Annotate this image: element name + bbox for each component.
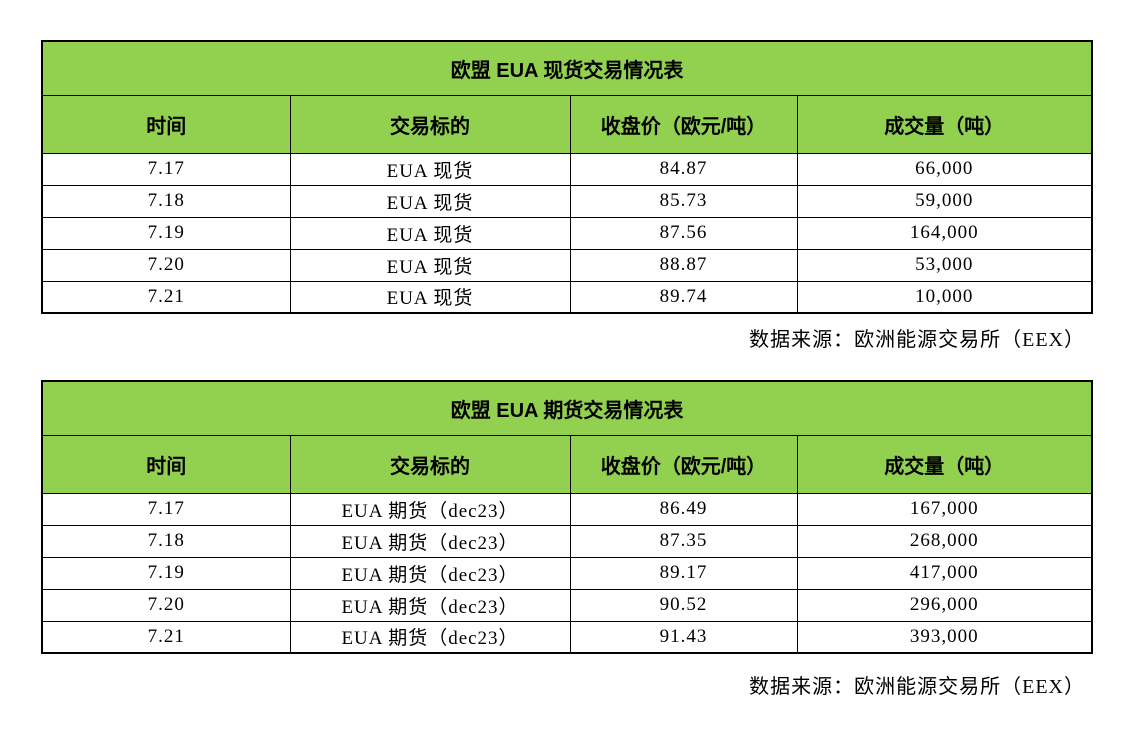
cell-time: 7.18 <box>41 184 291 218</box>
table-row: 7.17 EUA 期货（dec23） 86.49 167,000 <box>41 492 1093 526</box>
spot-table-header-row: 时间 交易标的 收盘价（欧元/吨） 成交量（吨） <box>41 94 1093 154</box>
cell-volume: 167,000 <box>796 492 1093 526</box>
header-time: 时间 <box>41 434 291 494</box>
table-row: 7.18 EUA 期货（dec23） 87.35 268,000 <box>41 524 1093 558</box>
cell-instrument: EUA 现货 <box>289 152 571 186</box>
header-time: 时间 <box>41 94 291 154</box>
cell-instrument: EUA 期货（dec23） <box>289 492 571 526</box>
header-close-price: 收盘价（欧元/吨） <box>569 94 798 154</box>
futures-table-header-row: 时间 交易标的 收盘价（欧元/吨） 成交量（吨） <box>41 434 1093 494</box>
table-row: 7.21 EUA 现货 89.74 10,000 <box>41 280 1093 314</box>
spot-data-source: 数据来源：欧洲能源交易所（EEX） <box>749 329 1085 351</box>
spot-table-title-row: 欧盟 EUA 现货交易情况表 <box>41 40 1093 96</box>
header-volume: 成交量（吨） <box>796 94 1093 154</box>
cell-volume: 53,000 <box>796 248 1093 282</box>
cell-time: 7.20 <box>41 248 291 282</box>
cell-instrument: EUA 现货 <box>289 184 571 218</box>
header-instrument: 交易标的 <box>289 434 571 494</box>
header-instrument: 交易标的 <box>289 94 571 154</box>
table-row: 7.21 EUA 期货（dec23） 91.43 393,000 <box>41 620 1093 654</box>
cell-close-price: 89.17 <box>569 556 798 590</box>
cell-time: 7.20 <box>41 588 291 622</box>
cell-instrument: EUA 现货 <box>289 216 571 250</box>
eua-spot-table: 欧盟 EUA 现货交易情况表 时间 交易标的 收盘价（欧元/吨） 成交量（吨） … <box>41 40 1094 314</box>
cell-close-price: 90.52 <box>569 588 798 622</box>
table-row: 7.19 EUA 现货 87.56 164,000 <box>41 216 1093 250</box>
cell-instrument: EUA 现货 <box>289 248 571 282</box>
cell-close-price: 86.49 <box>569 492 798 526</box>
futures-table-title-row: 欧盟 EUA 期货交易情况表 <box>41 380 1093 436</box>
cell-volume: 66,000 <box>796 152 1093 186</box>
table-row: 7.17 EUA 现货 84.87 66,000 <box>41 152 1093 186</box>
cell-time: 7.21 <box>41 620 291 654</box>
cell-close-price: 88.87 <box>569 248 798 282</box>
cell-volume: 10,000 <box>796 280 1093 314</box>
header-volume: 成交量（吨） <box>796 434 1093 494</box>
futures-table-title: 欧盟 EUA 期货交易情况表 <box>41 380 1093 436</box>
cell-close-price: 89.74 <box>569 280 798 314</box>
cell-instrument: EUA 现货 <box>289 280 571 314</box>
cell-volume: 393,000 <box>796 620 1093 654</box>
header-close-price: 收盘价（欧元/吨） <box>569 434 798 494</box>
cell-time: 7.17 <box>41 492 291 526</box>
cell-instrument: EUA 期货（dec23） <box>289 556 571 590</box>
cell-close-price: 91.43 <box>569 620 798 654</box>
cell-time: 7.19 <box>41 556 291 590</box>
table-row: 7.20 EUA 现货 88.87 53,000 <box>41 248 1093 282</box>
table-row: 7.18 EUA 现货 85.73 59,000 <box>41 184 1093 218</box>
cell-close-price: 84.87 <box>569 152 798 186</box>
cell-close-price: 85.73 <box>569 184 798 218</box>
table-row: 7.20 EUA 期货（dec23） 90.52 296,000 <box>41 588 1093 622</box>
spot-table-title: 欧盟 EUA 现货交易情况表 <box>41 40 1093 96</box>
cell-volume: 296,000 <box>796 588 1093 622</box>
cell-instrument: EUA 期货（dec23） <box>289 588 571 622</box>
cell-time: 7.19 <box>41 216 291 250</box>
eua-futures-table: 欧盟 EUA 期货交易情况表 时间 交易标的 收盘价（欧元/吨） 成交量（吨） … <box>41 380 1094 654</box>
cell-instrument: EUA 期货（dec23） <box>289 524 571 558</box>
cell-instrument: EUA 期货（dec23） <box>289 620 571 654</box>
cell-time: 7.18 <box>41 524 291 558</box>
cell-volume: 417,000 <box>796 556 1093 590</box>
cell-close-price: 87.56 <box>569 216 798 250</box>
cell-volume: 164,000 <box>796 216 1093 250</box>
cell-close-price: 87.35 <box>569 524 798 558</box>
cell-time: 7.21 <box>41 280 291 314</box>
futures-data-source: 数据来源：欧洲能源交易所（EEX） <box>749 676 1085 698</box>
cell-volume: 268,000 <box>796 524 1093 558</box>
table-row: 7.19 EUA 期货（dec23） 89.17 417,000 <box>41 556 1093 590</box>
cell-volume: 59,000 <box>796 184 1093 218</box>
cell-time: 7.17 <box>41 152 291 186</box>
